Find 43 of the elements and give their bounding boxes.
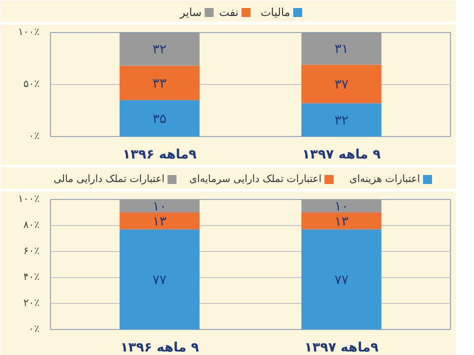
y-tick-label: ۱۰۰٪: [18, 27, 40, 38]
data-label: ۳۷: [334, 76, 348, 92]
y-tick-label: ۰٪: [28, 324, 40, 335]
bar: [301, 32, 382, 65]
data-label: ۱۳: [334, 213, 348, 228]
data-label: ۱۰: [334, 198, 348, 214]
data-label: ۳۲: [152, 42, 167, 57]
y-tick-label: ۰٪: [28, 131, 40, 142]
y-tick-label: ۱۰۰٪: [18, 194, 40, 205]
data-label: ۷۷: [152, 272, 167, 287]
x-tick-label: ۹ماهه ۱۳۹۶: [122, 148, 197, 162]
x-tick-label: ۹ ماهه ۱۳۹۶: [120, 340, 199, 355]
bar: [301, 103, 382, 136]
data-label: ۱۰: [152, 198, 167, 214]
legend-label: اعتبارات تملک دارایی سرمایه‌ای: [189, 174, 322, 185]
bar: [120, 200, 200, 212]
bar: [120, 66, 200, 100]
y-tick-label: ۶۰٪: [23, 246, 40, 257]
bar: [301, 229, 382, 330]
bar: [120, 229, 200, 330]
y-tick-label: ۴۰٪: [23, 272, 40, 283]
bar: [120, 32, 200, 66]
data-label: ۱۳: [152, 213, 167, 228]
x-tick-label: ۹ ماهه ۱۳۹۷: [302, 148, 381, 162]
bar: [301, 64, 382, 104]
bar: [301, 212, 382, 230]
legend-label: اعتبارات هزینه‌ای: [349, 174, 420, 185]
bar: [301, 200, 382, 212]
y-tick-label: ۸۰٪: [23, 220, 40, 231]
bar: [120, 100, 200, 136]
legend-label: اعتبارات تملک دارایی مالی: [54, 174, 165, 185]
data-label: ۳۲: [334, 112, 348, 128]
y-tick-label: ۵۰٪: [23, 79, 40, 90]
y-tick-label: ۲۰٪: [23, 298, 40, 309]
legend-label: نفت: [219, 6, 239, 19]
data-label: ۳۵: [152, 110, 167, 126]
data-label: ۷۷: [334, 272, 348, 287]
data-label: ۳۳: [152, 75, 167, 90]
bar: [120, 212, 200, 230]
legend-label: مالیات: [260, 6, 290, 19]
x-tick-label: ۹ماهه ۱۳۹۷: [304, 340, 379, 355]
data-label: ۳۱: [334, 41, 348, 56]
legend-label: سایر: [178, 6, 202, 19]
